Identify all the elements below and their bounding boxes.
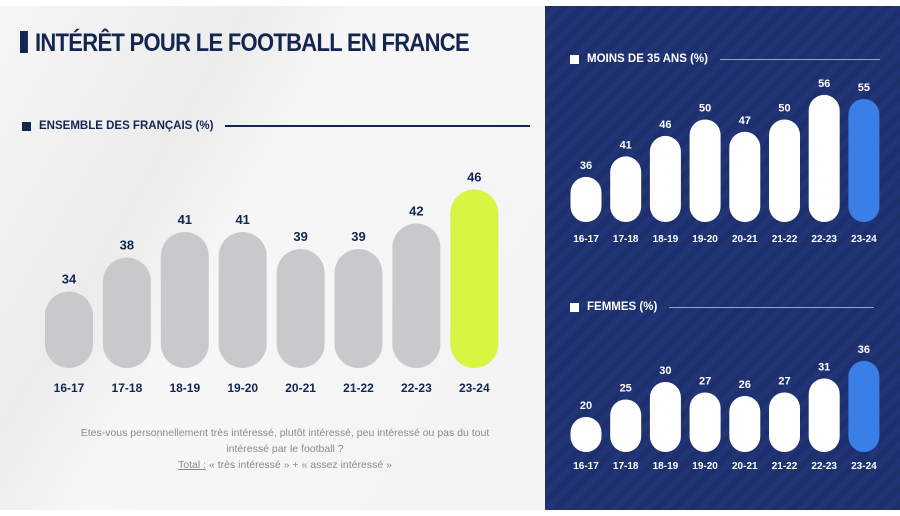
bar	[808, 378, 840, 452]
bar	[450, 189, 499, 368]
value-label: 26	[739, 379, 751, 391]
section-title: MOINS DE 35 ANS (%)	[587, 53, 708, 65]
bar	[729, 396, 761, 452]
bar	[102, 257, 151, 368]
bar	[218, 232, 267, 368]
bar	[45, 291, 93, 368]
total-label: Total :	[178, 459, 207, 471]
page-title: INTÉRÊT POUR LE FOOTBALL EN FRANCE	[20, 29, 470, 58]
value-label: 56	[818, 78, 830, 90]
value-label: 41	[620, 139, 632, 151]
value-label: 47	[739, 115, 751, 127]
category-label: 16-17	[54, 381, 85, 395]
bar	[570, 417, 602, 452]
category-label: 23-24	[851, 461, 877, 472]
value-label: 25	[620, 383, 632, 395]
value-label: 20	[580, 400, 592, 412]
value-label: 31	[818, 362, 830, 374]
square-icon	[570, 54, 579, 64]
bar	[769, 119, 800, 222]
value-label: 41	[178, 212, 192, 227]
bar	[570, 176, 602, 222]
bar	[848, 99, 880, 222]
value-label: 27	[778, 376, 790, 388]
category-label: 21-22	[343, 381, 374, 395]
category-label: 16-17	[573, 234, 599, 245]
right-panel	[545, 6, 900, 510]
section-title: FEMMES (%)	[587, 301, 658, 313]
bar	[848, 361, 880, 452]
section-header-all: ENSEMBLE DES FRANÇAIS (%)	[22, 120, 531, 132]
bar	[610, 399, 642, 452]
bar	[649, 382, 681, 452]
category-label: 23-24	[459, 381, 490, 395]
category-label: 21-22	[772, 461, 798, 472]
bar	[729, 131, 761, 222]
category-label: 16-17	[573, 461, 599, 472]
bar	[610, 156, 642, 222]
value-label: 36	[858, 344, 870, 356]
divider	[719, 58, 880, 60]
square-icon	[570, 302, 579, 312]
value-label: 46	[467, 170, 481, 185]
bar	[769, 392, 800, 452]
bar	[276, 249, 325, 368]
category-label: 17-18	[613, 461, 639, 472]
question-text: Etes-vous personnellement très intéressé…	[80, 427, 490, 455]
bar	[649, 135, 681, 222]
category-label: 22-23	[401, 381, 432, 395]
category-label: 18-19	[169, 381, 200, 395]
value-label: 30	[659, 365, 671, 377]
bar	[160, 232, 209, 368]
value-label: 41	[235, 212, 249, 227]
value-label: 50	[699, 103, 711, 115]
square-icon	[22, 121, 31, 131]
bar	[392, 223, 441, 368]
value-label: 39	[351, 229, 365, 244]
bar	[689, 119, 721, 222]
category-label: 22-23	[811, 461, 837, 472]
category-label: 20-21	[732, 234, 758, 245]
category-label: 17-18	[613, 234, 639, 245]
category-label: 20-21	[732, 461, 758, 472]
category-label: 18-19	[653, 461, 679, 472]
category-label: 21-22	[772, 234, 798, 245]
category-label: 19-20	[692, 461, 718, 472]
category-label: 20-21	[285, 381, 316, 395]
category-label: 22-23	[811, 234, 837, 245]
section-header-women: FEMMES (%)	[570, 301, 875, 313]
category-label: 23-24	[851, 234, 877, 245]
category-label: 17-18	[112, 381, 143, 395]
section-title: ENSEMBLE DES FRANÇAIS (%)	[39, 120, 214, 132]
value-label: 55	[858, 82, 870, 94]
value-label: 39	[293, 229, 307, 244]
value-label: 46	[659, 119, 671, 131]
value-label: 36	[580, 160, 592, 172]
divider	[669, 306, 875, 308]
category-label: 18-19	[653, 234, 679, 245]
value-label: 34	[62, 272, 77, 287]
value-label: 38	[120, 238, 134, 253]
bar	[689, 392, 721, 452]
divider	[225, 125, 531, 127]
bar	[808, 94, 840, 222]
section-header-under35: MOINS DE 35 ANS (%)	[570, 53, 880, 65]
value-label: 42	[409, 204, 423, 219]
category-label: 19-20	[692, 234, 718, 245]
value-label: 50	[778, 103, 790, 115]
question-note: Etes-vous personnellement très intéressé…	[60, 425, 510, 473]
bar	[334, 249, 383, 368]
value-label: 27	[699, 376, 711, 388]
total-text: « très intéressé » + « assez intéressé »	[206, 459, 392, 471]
category-label: 19-20	[227, 381, 258, 395]
